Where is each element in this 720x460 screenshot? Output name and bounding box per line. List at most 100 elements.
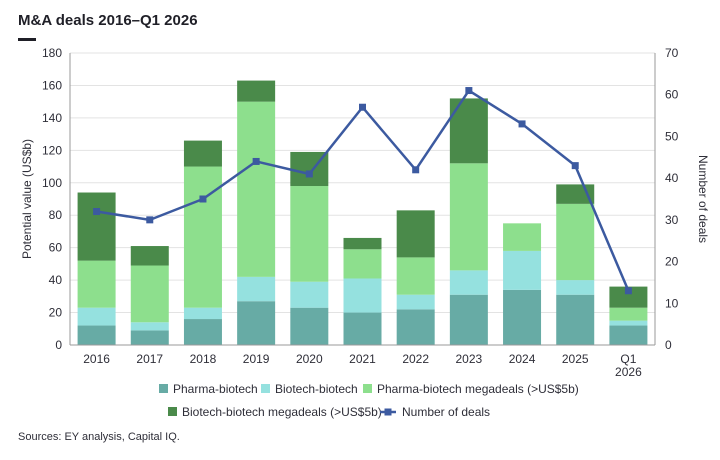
y-tick-label: 60 [49,241,63,255]
deals-point [305,170,313,178]
bar-segment [609,307,648,321]
deals-point [518,120,526,128]
bar-segment [503,223,542,251]
y-tick-label: 40 [49,273,63,287]
y2-tick-label: 20 [665,255,679,269]
x-tick-label: 2017 [136,352,163,366]
bar-segment [609,325,648,345]
y-tick-label: 180 [42,46,62,60]
y2-axis-label: Number of deals [696,155,710,243]
legend-label: Number of deals [402,405,490,419]
chart-title: M&A deals 2016–Q1 2026 [18,12,198,29]
legend-marker [384,408,392,416]
y-tick-label: 20 [49,306,63,320]
x-tick-label: 2025 [562,352,589,366]
bar-segment [396,257,435,295]
bar-segment [237,80,276,102]
x-tick-label: 2016 [83,352,110,366]
x-tick-label: 2024 [509,352,536,366]
bar-segment [556,203,595,281]
axes: 0 20 40 60 80 100 120 140 160 180 0 10 20 30 40 50 60 70 2… [42,46,679,379]
bar-segment [449,163,488,271]
bar-segment [503,289,542,345]
bar-segment [130,246,169,266]
title-underline [18,38,36,41]
deals-point [252,157,260,165]
bar-segment [130,265,169,323]
bars [77,80,648,345]
bar-segment [183,307,222,320]
bar-segment [396,294,435,310]
bar-segment [130,322,169,331]
bar-segment [396,309,435,345]
deals-line [93,87,632,295]
bar-segment [77,192,116,261]
legend-swatch [159,384,168,393]
legend: Pharma-biotech Biotech-biotech Pharma-biot… [159,382,579,419]
bar-segment [556,280,595,295]
bar-segment [343,249,382,279]
bar-segment [183,319,222,345]
y2-tick-label: 60 [665,88,679,102]
legend-label: Pharma-biotech megadeals (>US$5b) [377,382,579,396]
bar-segment [77,307,116,326]
bar-segment [290,281,329,308]
deals-point [146,216,154,224]
deals-point [199,195,207,203]
legend-swatch [168,407,177,416]
y-axis-label: Potential value (US$b) [20,139,34,259]
deals-point [624,287,632,295]
bar-segment [609,286,648,308]
bar-segment [183,140,222,167]
deals-point [571,162,579,170]
deals-point [465,87,473,95]
deals-point [93,208,101,216]
bar-segment [609,320,648,326]
legend-label: Biotech-biotech megadeals (>US$5b) [182,405,382,419]
y2-tick-label: 10 [665,296,679,310]
x-tick-label: 2026 [615,365,642,379]
bar-segment [290,307,329,345]
bar-segment [343,278,382,313]
bar-segment [130,330,169,345]
y-tick-label: 160 [42,78,62,92]
x-tick-label: 2019 [243,352,270,366]
legend-swatch [261,384,270,393]
bar-segment [183,166,222,308]
y2-tick-label: 50 [665,129,679,143]
x-tick-label: 2020 [296,352,323,366]
y2-tick-label: 40 [665,171,679,185]
deals-point [412,166,420,174]
bar-segment [396,210,435,258]
bar-segment [556,294,595,345]
y2-tick-label: 0 [665,338,672,352]
legend-label: Pharma-biotech [173,382,258,396]
source-note: Sources: EY analysis, Capital IQ. [18,431,180,443]
bar-segment [343,237,382,250]
y-tick-label: 100 [42,176,62,190]
legend-label: Biotech-biotech [275,382,358,396]
bar-segment [77,260,116,308]
bar-segment [343,312,382,345]
x-tick-label: 2018 [190,352,217,366]
bar-segment [77,325,116,345]
y-tick-label: 80 [49,208,63,222]
bar-segment [449,294,488,345]
x-tick-label: Q1 [620,352,636,366]
y2-tick-label: 30 [665,213,679,227]
bar-segment [237,301,276,345]
bar-segment [503,250,542,290]
x-tick-label: 2023 [456,352,483,366]
bar-segment [290,186,329,282]
bar-segment [449,270,488,295]
x-tick-label: 2022 [402,352,429,366]
y2-tick-label: 70 [665,46,679,60]
bar-segment [237,276,276,302]
y-tick-label: 120 [42,143,62,157]
bar-segment [237,101,276,277]
y-tick-label: 0 [55,338,62,352]
deals-point [359,103,366,111]
x-tick-label: 2021 [349,352,376,366]
legend-swatch [363,384,372,393]
y-tick-label: 140 [42,111,62,125]
